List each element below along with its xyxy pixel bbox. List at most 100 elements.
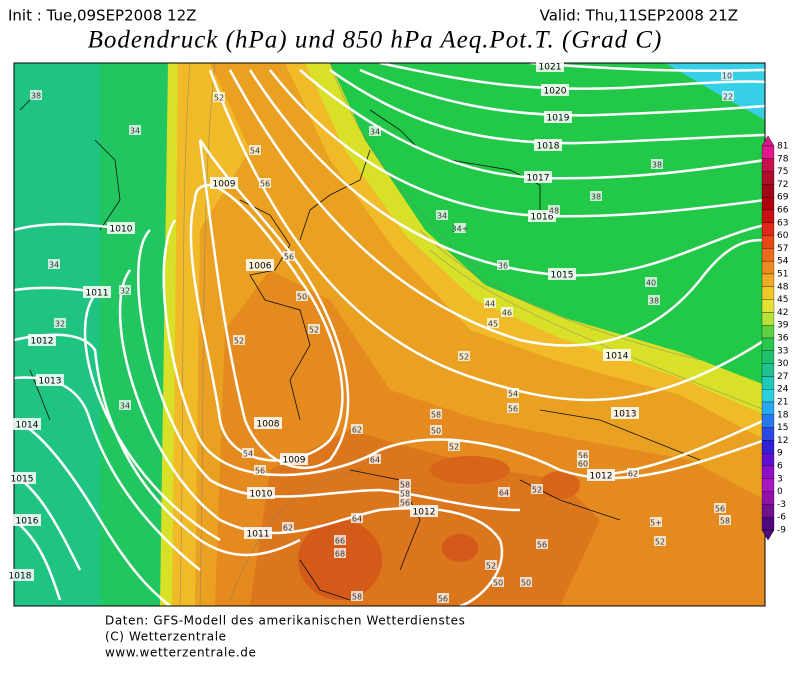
- isobar-label-bg: [548, 268, 576, 280]
- theta-label-bg: [369, 126, 381, 136]
- isobar-label: 1018: [9, 572, 32, 582]
- colorbar-label: 18: [777, 410, 789, 420]
- theta-label: 52: [234, 337, 244, 346]
- theta-label-bg: [590, 191, 602, 201]
- theta-label: 38: [591, 193, 601, 202]
- isobar-label-bg: [247, 487, 275, 499]
- colorbar-label: 9: [777, 449, 783, 459]
- isobar-label: 1008: [257, 420, 280, 430]
- colorbar-label: 42: [777, 308, 788, 318]
- theta-label-bg: [334, 535, 346, 545]
- colorbar-segment: [761, 376, 775, 390]
- theta-label: 56: [255, 467, 265, 476]
- colorbar-label: 54: [777, 257, 789, 267]
- theta-label: 54: [508, 390, 518, 399]
- isobar-label-bg: [8, 472, 36, 484]
- theta-label: 56: [537, 541, 547, 550]
- colorbar-segment: [761, 184, 775, 198]
- isobar-label: 1009: [213, 180, 236, 190]
- theta-label-bg: [399, 488, 411, 498]
- colorbar-segment: [761, 145, 775, 159]
- theta-label: 48: [549, 207, 559, 216]
- theta-label: 52: [214, 94, 224, 103]
- theta-label: 22: [723, 93, 733, 102]
- theta-label-bg: [484, 298, 496, 308]
- isobar-label-bg: [254, 417, 282, 429]
- theta-label-bg: [213, 92, 225, 102]
- theta-label-bg: [627, 468, 639, 478]
- theta-label-bg: [351, 591, 363, 601]
- isobar-label: 1019: [547, 114, 570, 124]
- theta-label-bg: [654, 536, 666, 546]
- theta-label: 62: [628, 470, 638, 479]
- theta-label-bg: [577, 450, 589, 460]
- theta-label: 54: [250, 147, 260, 156]
- colorbar-label: 39: [777, 321, 789, 331]
- colorbar-segment: [761, 197, 775, 211]
- isobar-label-bg: [13, 514, 41, 526]
- colorbar-segment: [761, 286, 775, 300]
- colorbar-segment: [761, 350, 775, 364]
- isobar-label: 1018: [537, 142, 560, 152]
- theta-label-bg: [536, 539, 548, 549]
- isobar-label-bg: [280, 453, 308, 465]
- theta-label: 68: [335, 550, 345, 559]
- theta-label-bg: [399, 479, 411, 489]
- colorbar-segment: [761, 401, 775, 415]
- colorbar-segment: [761, 517, 775, 531]
- colorbar-label: 27: [777, 372, 788, 382]
- theta-label-bg: [430, 425, 442, 435]
- colorbar-segment: [761, 440, 775, 454]
- theta-label: 10: [722, 72, 732, 81]
- theta-label: 56: [715, 505, 725, 514]
- theta-label: 64: [499, 489, 509, 498]
- theta-label: 50: [297, 293, 307, 302]
- theta-label-bg: [721, 70, 733, 80]
- theta-label: 34: [120, 402, 130, 411]
- colorbar-label: -9: [777, 526, 786, 536]
- theta-label: 50: [493, 579, 503, 588]
- colorbar-label: 66: [777, 206, 789, 216]
- theta-label-bg: [119, 285, 131, 295]
- colorbar-segment: [761, 235, 775, 249]
- colorbar-segment: [761, 158, 775, 172]
- isobar-label: 1013: [39, 377, 62, 387]
- valid-time: Valid: Thu,11SEP2008 21Z: [540, 7, 738, 25]
- isobar-label: 1011: [86, 289, 109, 299]
- isobar-label: 1021: [539, 63, 562, 73]
- isobar-label-bg: [244, 527, 272, 539]
- theta-label: 44: [485, 300, 495, 309]
- theta-label-bg: [249, 145, 261, 155]
- theta-label: 62: [283, 524, 293, 533]
- theta-label-bg: [454, 223, 466, 233]
- theta-label-bg: [458, 351, 470, 361]
- isobar-label: 1010: [110, 225, 133, 235]
- colorbar-segment: [761, 389, 775, 403]
- isobar-label: 1013: [614, 410, 637, 420]
- theta-label-bg: [531, 484, 543, 494]
- theta-label: 52: [486, 562, 496, 571]
- theta-label: 58: [400, 481, 410, 490]
- footer-copyright: (C) Wetterzentrale: [105, 630, 227, 644]
- isobar-label-bg: [524, 171, 552, 183]
- colorbar-label: 48: [777, 282, 789, 292]
- isobar-label-bg: [541, 84, 569, 96]
- theta-label: 58: [352, 593, 362, 602]
- colorbar-label: 57: [777, 244, 788, 254]
- theta-label: 56: [284, 253, 294, 262]
- theta-label-bg: [351, 424, 363, 434]
- theta-label: 52: [449, 443, 459, 452]
- colorbar-segment: [761, 171, 775, 185]
- isobar-label: 1009: [283, 456, 306, 466]
- colorbar-segment: [761, 209, 775, 223]
- colorbar-segment: [761, 427, 775, 441]
- theta-label-bg: [492, 577, 504, 587]
- theta-label: 38: [31, 92, 41, 101]
- theta-label-bg: [650, 517, 662, 527]
- colorbar-segment: [761, 261, 775, 275]
- theta-label: 46: [502, 309, 512, 318]
- theta-label-bg: [507, 403, 519, 413]
- theta-label: 66: [335, 537, 345, 546]
- theta-label: 56: [578, 452, 588, 461]
